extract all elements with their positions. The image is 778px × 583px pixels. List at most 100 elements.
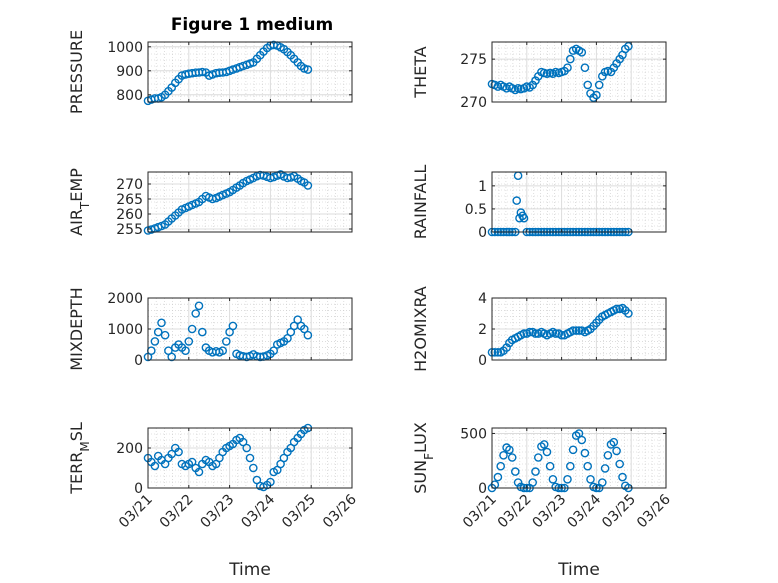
data-point	[545, 461, 555, 471]
x-tick-label: 03/22	[157, 492, 197, 532]
axes-box	[491, 427, 667, 489]
data-point	[490, 347, 500, 357]
y-tick-label: 200	[116, 441, 143, 457]
data-point	[191, 309, 200, 318]
data-point	[563, 63, 572, 72]
data-point	[592, 90, 601, 100]
y-axis-label: AIRTEMP	[67, 168, 92, 236]
axes-box	[491, 171, 667, 233]
data-point	[531, 76, 540, 85]
data-point	[539, 440, 549, 449]
data-point	[228, 321, 238, 331]
y-axis-label: MIXDEPTH	[67, 287, 86, 370]
data-point	[542, 447, 552, 457]
data-point	[618, 472, 627, 482]
data-point	[609, 437, 619, 447]
data-point	[507, 453, 517, 462]
y-tick-label: 500	[460, 426, 487, 442]
data-point	[238, 437, 248, 447]
data-point	[563, 474, 572, 484]
y-tick-label: 1000	[107, 322, 143, 338]
data-point	[528, 478, 538, 487]
y-tick-label: 0.5	[465, 202, 487, 218]
y-tick-label: 255	[116, 222, 143, 238]
data-point	[568, 326, 578, 335]
subplot-h2omixra: 0 2 4 H2OMIXRA	[411, 286, 667, 372]
y-tick-label: 0	[478, 353, 487, 369]
subplot-mixdepth: 0 1000 2000 MIXDEPTH	[67, 287, 353, 371]
data-point	[566, 54, 575, 64]
y-tick-label: 2000	[107, 291, 143, 307]
data-point	[197, 67, 207, 77]
data-point	[600, 464, 610, 473]
y-axis-label: TERRMSL	[67, 422, 92, 495]
data-point	[510, 467, 520, 476]
y-tick-label: 1	[478, 179, 487, 195]
data-point	[493, 347, 503, 357]
axes-box	[491, 41, 667, 103]
data-point	[577, 48, 587, 57]
data-point	[157, 318, 166, 328]
data-point	[150, 461, 160, 471]
x-tick-label: 03/24	[238, 491, 278, 531]
subplot-terr-msl: 0 200 TERRMSL 03/21 03/22 03/23 03/24 03/25 03/2…	[67, 422, 360, 580]
data-point	[548, 474, 558, 484]
x-tick-label: 03/25	[599, 492, 639, 532]
y-tick-label: 900	[116, 64, 143, 80]
data-point	[153, 327, 163, 337]
y-tick-label: 270	[460, 95, 487, 111]
subplot-sun-flux: 0 500 SUNFLUX 03/2103/2203/2303/2403/2503/2…	[411, 422, 674, 580]
data-point	[221, 337, 231, 346]
y-tick-label: 275	[460, 52, 487, 68]
y-axis-label: PRESSURE	[67, 30, 86, 114]
y-tick-label: 800	[116, 88, 143, 104]
x-axis-label: Time	[557, 560, 600, 580]
data-point	[594, 80, 604, 90]
data-point	[531, 329, 540, 338]
x-tick-label: 03/23	[530, 492, 570, 532]
data-point	[184, 337, 194, 346]
data-point	[167, 352, 176, 362]
subplot-rainfall: 0 0.5 1 RAINFALL	[411, 165, 667, 241]
data-point	[534, 453, 543, 462]
x-tick-label: 03/25	[279, 492, 319, 532]
y-axis-label: H2OMIXRA	[411, 286, 430, 372]
data-point	[577, 435, 587, 445]
data-point	[580, 448, 590, 458]
data-point	[513, 478, 523, 487]
x-tick-label: 03/26	[634, 491, 674, 531]
data-point	[566, 461, 575, 471]
data-point	[187, 324, 197, 334]
y-tick-label: 0	[478, 481, 487, 497]
y-axis-label: RAINFALL	[411, 165, 430, 240]
data-point	[598, 478, 607, 487]
data-point	[586, 474, 595, 484]
data-point	[525, 327, 534, 337]
x-tick-label: 03/23	[198, 492, 238, 532]
data-point	[519, 213, 529, 223]
data-point	[496, 461, 506, 471]
data-point	[248, 463, 258, 473]
data-point	[574, 326, 584, 335]
data-point	[531, 467, 540, 476]
x-tick-label: 03/24	[564, 491, 604, 531]
data-point	[303, 181, 313, 190]
y-tick-label: 0	[134, 353, 143, 369]
data-point	[218, 346, 227, 356]
data-point	[598, 72, 607, 81]
data-point	[513, 171, 523, 180]
data-point	[603, 450, 613, 460]
data-point	[568, 445, 578, 455]
x-tick-label: 03/21	[116, 492, 156, 532]
data-point	[551, 329, 561, 338]
data-point	[612, 304, 621, 314]
y-axis-label: THETA	[411, 46, 430, 98]
data-point	[194, 467, 204, 477]
data-point	[612, 446, 621, 456]
data-point	[519, 329, 529, 338]
data-point	[299, 64, 309, 73]
data-point	[279, 453, 289, 463]
subplot-theta: 270 275 THETA	[411, 41, 667, 111]
